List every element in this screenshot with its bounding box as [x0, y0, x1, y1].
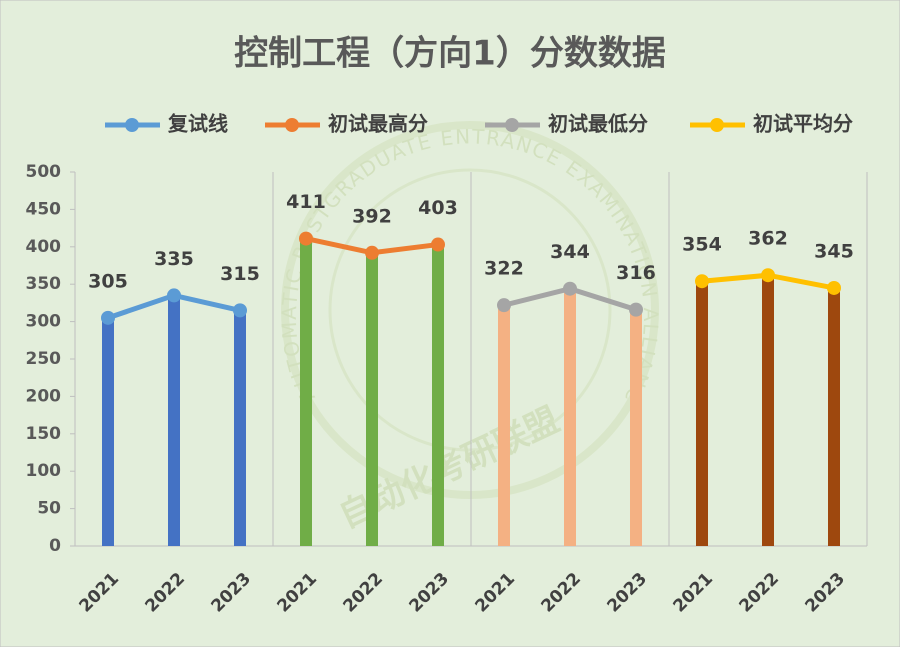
data-label: 403 [418, 197, 458, 219]
point [365, 245, 379, 260]
watermark-ring [281, 121, 659, 499]
chart-title: 控制工程（方向1）分数数据 [234, 34, 666, 74]
point [431, 237, 445, 252]
legend-label: 初试最低分 [548, 112, 648, 136]
y-tick-label: 400 [26, 237, 62, 257]
legend-label: 复试线 [167, 112, 228, 136]
point [299, 231, 313, 246]
point [629, 302, 643, 317]
data-label: 305 [88, 270, 128, 292]
point [695, 274, 709, 289]
bar [564, 288, 576, 546]
bar [630, 309, 642, 546]
bar [498, 305, 510, 546]
legend-label: 初试平均分 [753, 112, 853, 136]
y-tick-label: 450 [26, 199, 62, 219]
point [233, 303, 247, 318]
bar [828, 287, 840, 546]
point [761, 268, 775, 283]
y-tick-label: 300 [26, 312, 62, 332]
bar [234, 310, 246, 546]
y-tick-label: 50 [37, 499, 61, 519]
data-label: 345 [814, 240, 854, 262]
y-tick-label: 500 [26, 162, 62, 182]
y-tick-label: 150 [26, 424, 62, 444]
data-label: 344 [550, 241, 590, 263]
legend-marker [710, 118, 724, 132]
watermark-ring [328, 168, 612, 452]
data-label: 354 [682, 234, 722, 256]
data-label: 322 [484, 258, 524, 280]
bar [366, 252, 378, 546]
bar [696, 281, 708, 546]
bar [762, 275, 774, 546]
data-label: 316 [616, 262, 656, 284]
legend-label: 初试最高分 [328, 112, 428, 136]
point [827, 280, 841, 295]
bar [300, 238, 312, 546]
bar [102, 317, 114, 546]
point [497, 298, 511, 313]
data-label: 362 [748, 228, 788, 250]
data-label: 315 [220, 263, 260, 285]
data-label: 392 [352, 205, 392, 227]
data-label: 411 [286, 191, 326, 213]
y-tick-label: 0 [49, 536, 61, 556]
legend-marker [505, 118, 519, 132]
legend-marker [125, 118, 139, 132]
y-tick-label: 100 [26, 461, 62, 481]
bar [432, 244, 444, 546]
y-tick-label: 250 [26, 349, 62, 369]
point [167, 288, 181, 303]
point [101, 310, 115, 325]
point [563, 281, 577, 296]
y-tick-label: 350 [26, 274, 62, 294]
legend-marker [285, 118, 299, 132]
y-tick-label: 200 [26, 386, 62, 406]
bar [168, 295, 180, 546]
data-label: 335 [154, 248, 194, 270]
